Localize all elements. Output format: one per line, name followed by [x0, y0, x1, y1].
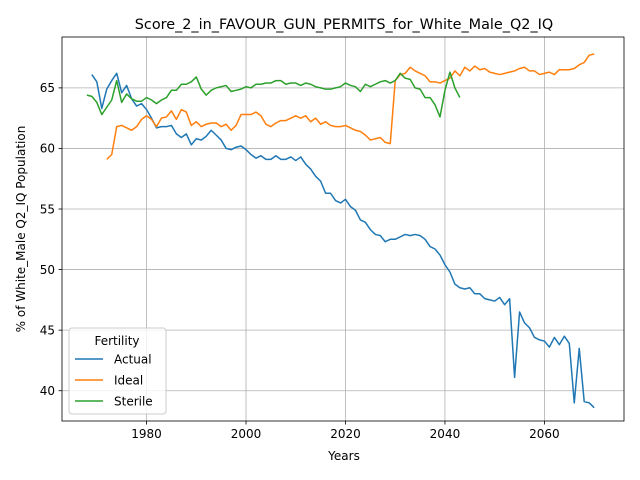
series-line-ideal [106, 53, 595, 160]
legend: Fertility Actual Ideal Sterile [68, 327, 167, 415]
y-tick-label: 45 [40, 323, 55, 337]
grid-lines [62, 37, 624, 421]
legend-label-ideal: Ideal [114, 373, 143, 387]
x-tick-label: 2040 [430, 427, 461, 441]
x-tick-label: 2000 [231, 427, 262, 441]
legend-title: Fertility [94, 334, 139, 348]
plot-frame [61, 36, 625, 422]
y-tick-label: 55 [40, 202, 55, 216]
x-tick-label: 2020 [330, 427, 361, 441]
y-axis-label: % of White_Male Q2_IQ Population [14, 126, 28, 333]
series-line-actual [91, 72, 595, 409]
axis-ticks: 1980 2000 2020 2040 2060 40 45 50 55 60 65 [40, 81, 560, 441]
legend-frame [68, 327, 167, 415]
legend-label-sterile: Sterile [114, 394, 153, 408]
legend-entries: Actual Ideal Sterile [75, 352, 153, 408]
x-tick-label: 2060 [529, 427, 560, 441]
x-tick-label: 1980 [131, 427, 162, 441]
series-line-sterile [86, 71, 461, 118]
series-lines [86, 53, 595, 409]
y-tick-label: 40 [40, 384, 55, 398]
y-tick-label: 50 [40, 263, 55, 277]
y-tick-label: 65 [40, 81, 55, 95]
legend-label-actual: Actual [114, 352, 152, 366]
chart-title: Score_2_in_FAVOUR_GUN_PERMITS_for_White_… [135, 17, 553, 33]
x-axis-label: Years [327, 449, 360, 463]
y-tick-label: 60 [40, 142, 55, 156]
